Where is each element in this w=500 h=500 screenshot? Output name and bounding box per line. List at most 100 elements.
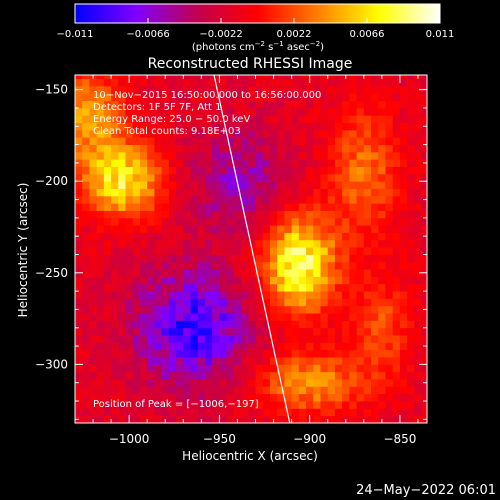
heatmap-cell [284,217,293,226]
heatmap-cell [226,93,235,102]
heatmap-cell [277,298,285,307]
heatmap-cell [75,327,83,336]
heatmap-cell [407,100,415,109]
heatmap-cell [399,327,408,336]
heatmap-cell [168,305,177,314]
heatmap-cell [111,401,119,409]
heatmap-cell [421,173,427,182]
heatmap-cell [255,203,264,211]
heatmap-cell [190,342,199,351]
heatmap-cell [385,298,394,307]
heatmap-cell [248,181,256,189]
heatmap-cell [226,364,235,373]
heatmap-cell [125,320,134,329]
heatmap-cell [147,115,155,124]
heatmap-cell [407,320,415,329]
heatmap-cell [334,217,343,226]
heatmap-cell [168,320,177,329]
heatmap-cell [298,379,307,387]
heatmap-cell [342,254,350,263]
heatmap-cell [183,335,191,343]
heatmap-cell [248,313,256,321]
heatmap-cell [334,93,343,102]
heatmap-cell [385,115,394,124]
heatmap-cell [356,269,365,277]
heatmap-cell [241,181,249,189]
heatmap-cell [233,335,242,343]
heatmap-cell [313,225,321,233]
heatmap-cell [262,261,271,270]
heatmap-cell [147,379,155,387]
heatmap-cell [313,298,321,307]
heatmap-cell [356,181,365,189]
heatmap-cell [96,261,105,270]
heatmap-cell [363,327,372,336]
heatmap-cell [226,415,235,423]
heatmap-cell [111,349,119,358]
heatmap-cell [147,283,155,292]
heatmap-cell [132,393,141,402]
heatmap-cell [284,159,293,167]
heatmap-cell [284,144,293,153]
heatmap-cell [371,195,379,204]
heatmap-cell [183,151,191,160]
heatmap-cell [96,342,105,351]
heatmap-cell [334,269,343,277]
heatmap-cell [255,342,264,351]
heatmap-cell [118,122,126,131]
heatmap-cell [161,261,170,270]
heatmap-cell [75,276,83,285]
heatmap-cell [298,78,307,87]
heatmap-cell [306,181,314,189]
heatmap-cell [306,166,314,175]
heatmap-cell [291,78,300,87]
heatmap-cell [291,247,300,255]
heatmap-cell [219,415,228,423]
heatmap-cell [212,254,220,263]
heatmap-cell [421,151,427,160]
heatmap-cell [277,78,285,87]
heatmap-cell [313,85,321,94]
heatmap-cell [399,203,408,211]
heatmap-cell [378,393,386,402]
heatmap-cell [96,210,105,219]
heatmap-cell [233,364,242,373]
heatmap-cell [241,291,249,299]
heatmap-cell [241,342,249,351]
heatmap-cell [342,408,350,417]
heatmap-cell [356,349,365,358]
heatmap-cell [407,122,415,131]
heatmap-cell [334,159,343,167]
heatmap-cell [298,188,307,197]
heatmap-cell [132,181,141,189]
heatmap-cell [385,188,394,197]
heatmap-cell [82,386,90,395]
heatmap-cell [298,217,307,226]
heatmap-cell [334,386,343,395]
heatmap-cell [349,291,357,299]
heatmap-cell [298,364,307,373]
heatmap-cell [356,144,365,153]
heatmap-cell [96,269,105,277]
heatmap-cell [248,283,256,292]
heatmap-cell [219,210,228,219]
heatmap-cell [132,379,141,387]
heatmap-cell [378,203,386,211]
heatmap-cell [349,349,357,358]
heatmap-cell [414,342,422,351]
heatmap-cell [407,364,415,373]
heatmap-cell [255,247,264,255]
heatmap-cell [89,276,98,285]
heatmap-cell [89,379,98,387]
heatmap-cell [356,379,365,387]
heatmap-cell [327,115,336,124]
heatmap-cell [421,210,427,219]
heatmap-cell [103,408,112,417]
heatmap-cell [176,195,184,204]
heatmap-cell [190,305,199,314]
heatmap-cell [320,232,329,241]
heatmap-cell [306,144,314,153]
heatmap-cell [132,100,141,109]
heatmap-cell [219,129,228,138]
heatmap-cell [342,291,350,299]
